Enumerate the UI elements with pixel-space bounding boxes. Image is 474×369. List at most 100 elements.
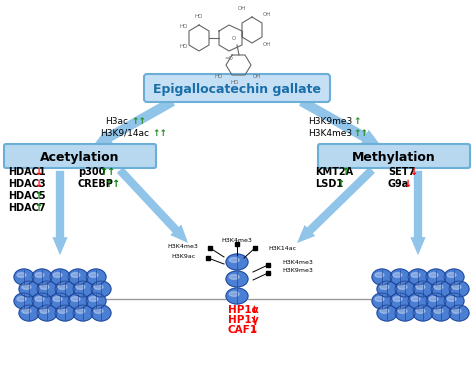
Ellipse shape [53, 273, 62, 277]
Ellipse shape [431, 305, 451, 321]
Ellipse shape [372, 293, 392, 309]
Text: HO: HO [195, 14, 203, 20]
Ellipse shape [35, 273, 44, 277]
Text: Acetylation: Acetylation [40, 151, 120, 163]
Text: ↑↑: ↑↑ [353, 128, 368, 138]
Ellipse shape [452, 284, 461, 289]
Text: ↓: ↓ [250, 305, 259, 315]
Ellipse shape [390, 269, 410, 285]
Ellipse shape [226, 254, 248, 270]
Ellipse shape [444, 293, 464, 309]
Ellipse shape [55, 305, 75, 321]
Text: HP1α: HP1α [228, 305, 259, 315]
Ellipse shape [452, 308, 461, 313]
FancyBboxPatch shape [318, 144, 470, 168]
Ellipse shape [449, 281, 469, 297]
Ellipse shape [434, 284, 443, 289]
Ellipse shape [408, 269, 428, 285]
Ellipse shape [14, 293, 34, 309]
Ellipse shape [429, 297, 438, 301]
Text: HO: HO [215, 75, 223, 79]
Ellipse shape [37, 281, 57, 297]
Text: OH: OH [253, 75, 261, 79]
Ellipse shape [17, 273, 26, 277]
Ellipse shape [408, 293, 428, 309]
Text: ↓: ↓ [34, 167, 42, 177]
Ellipse shape [395, 305, 415, 321]
FancyBboxPatch shape [4, 144, 156, 168]
Ellipse shape [393, 273, 402, 277]
Ellipse shape [426, 269, 446, 285]
Text: ↓: ↓ [403, 179, 412, 189]
Ellipse shape [229, 292, 239, 296]
Text: O: O [232, 35, 236, 41]
Ellipse shape [86, 269, 106, 285]
Ellipse shape [76, 284, 85, 289]
Ellipse shape [32, 269, 52, 285]
Text: ↑: ↑ [341, 167, 349, 177]
Ellipse shape [413, 305, 433, 321]
Ellipse shape [447, 273, 456, 277]
Ellipse shape [416, 284, 425, 289]
Ellipse shape [94, 308, 103, 313]
Ellipse shape [226, 288, 248, 304]
Text: =O: =O [225, 56, 233, 62]
Ellipse shape [19, 281, 39, 297]
Ellipse shape [37, 305, 57, 321]
Text: LSD1: LSD1 [315, 179, 343, 189]
Text: H3K9ac: H3K9ac [172, 254, 196, 259]
Ellipse shape [372, 269, 392, 285]
Ellipse shape [68, 269, 88, 285]
Ellipse shape [416, 308, 425, 313]
Ellipse shape [434, 308, 443, 313]
Ellipse shape [431, 281, 451, 297]
Text: HDAC5: HDAC5 [8, 191, 46, 201]
Text: ↑: ↑ [34, 203, 42, 213]
Text: HO: HO [180, 24, 188, 30]
Text: ↓: ↓ [34, 179, 42, 189]
Ellipse shape [375, 273, 384, 277]
Text: H3K9me3: H3K9me3 [308, 117, 352, 127]
Ellipse shape [229, 258, 239, 262]
Text: H3K4me3: H3K4me3 [282, 261, 313, 266]
Ellipse shape [226, 271, 248, 287]
Ellipse shape [447, 297, 456, 301]
Ellipse shape [377, 281, 397, 297]
Ellipse shape [22, 284, 31, 289]
Ellipse shape [22, 308, 31, 313]
Ellipse shape [53, 297, 62, 301]
Ellipse shape [380, 284, 389, 289]
Text: ↑↑: ↑↑ [152, 128, 167, 138]
Text: p300: p300 [78, 167, 105, 177]
Ellipse shape [91, 281, 111, 297]
Text: ↑: ↑ [336, 179, 344, 189]
Text: H3K4me3: H3K4me3 [167, 244, 198, 248]
Text: Methylation: Methylation [352, 151, 436, 163]
Ellipse shape [68, 293, 88, 309]
Ellipse shape [398, 308, 407, 313]
Ellipse shape [76, 308, 85, 313]
Ellipse shape [19, 305, 39, 321]
Ellipse shape [89, 297, 98, 301]
Ellipse shape [40, 308, 49, 313]
Text: H3K9me3: H3K9me3 [282, 269, 313, 273]
Text: CREBP: CREBP [78, 179, 114, 189]
Text: SET7: SET7 [388, 167, 415, 177]
Ellipse shape [50, 293, 70, 309]
Text: ↓: ↓ [250, 315, 259, 325]
Ellipse shape [444, 269, 464, 285]
Ellipse shape [89, 273, 98, 277]
Text: OH: OH [263, 42, 271, 48]
Ellipse shape [91, 305, 111, 321]
Ellipse shape [413, 281, 433, 297]
Ellipse shape [426, 293, 446, 309]
Text: HDAC7: HDAC7 [8, 203, 46, 213]
Text: H3ac: H3ac [105, 117, 128, 127]
Text: ↑↑: ↑↑ [99, 167, 115, 177]
Ellipse shape [375, 297, 384, 301]
Text: H3K4me3: H3K4me3 [221, 238, 253, 242]
Text: H3K9/14ac: H3K9/14ac [100, 128, 149, 138]
Text: ↓: ↓ [409, 167, 417, 177]
Ellipse shape [380, 308, 389, 313]
Text: G9a: G9a [388, 179, 409, 189]
